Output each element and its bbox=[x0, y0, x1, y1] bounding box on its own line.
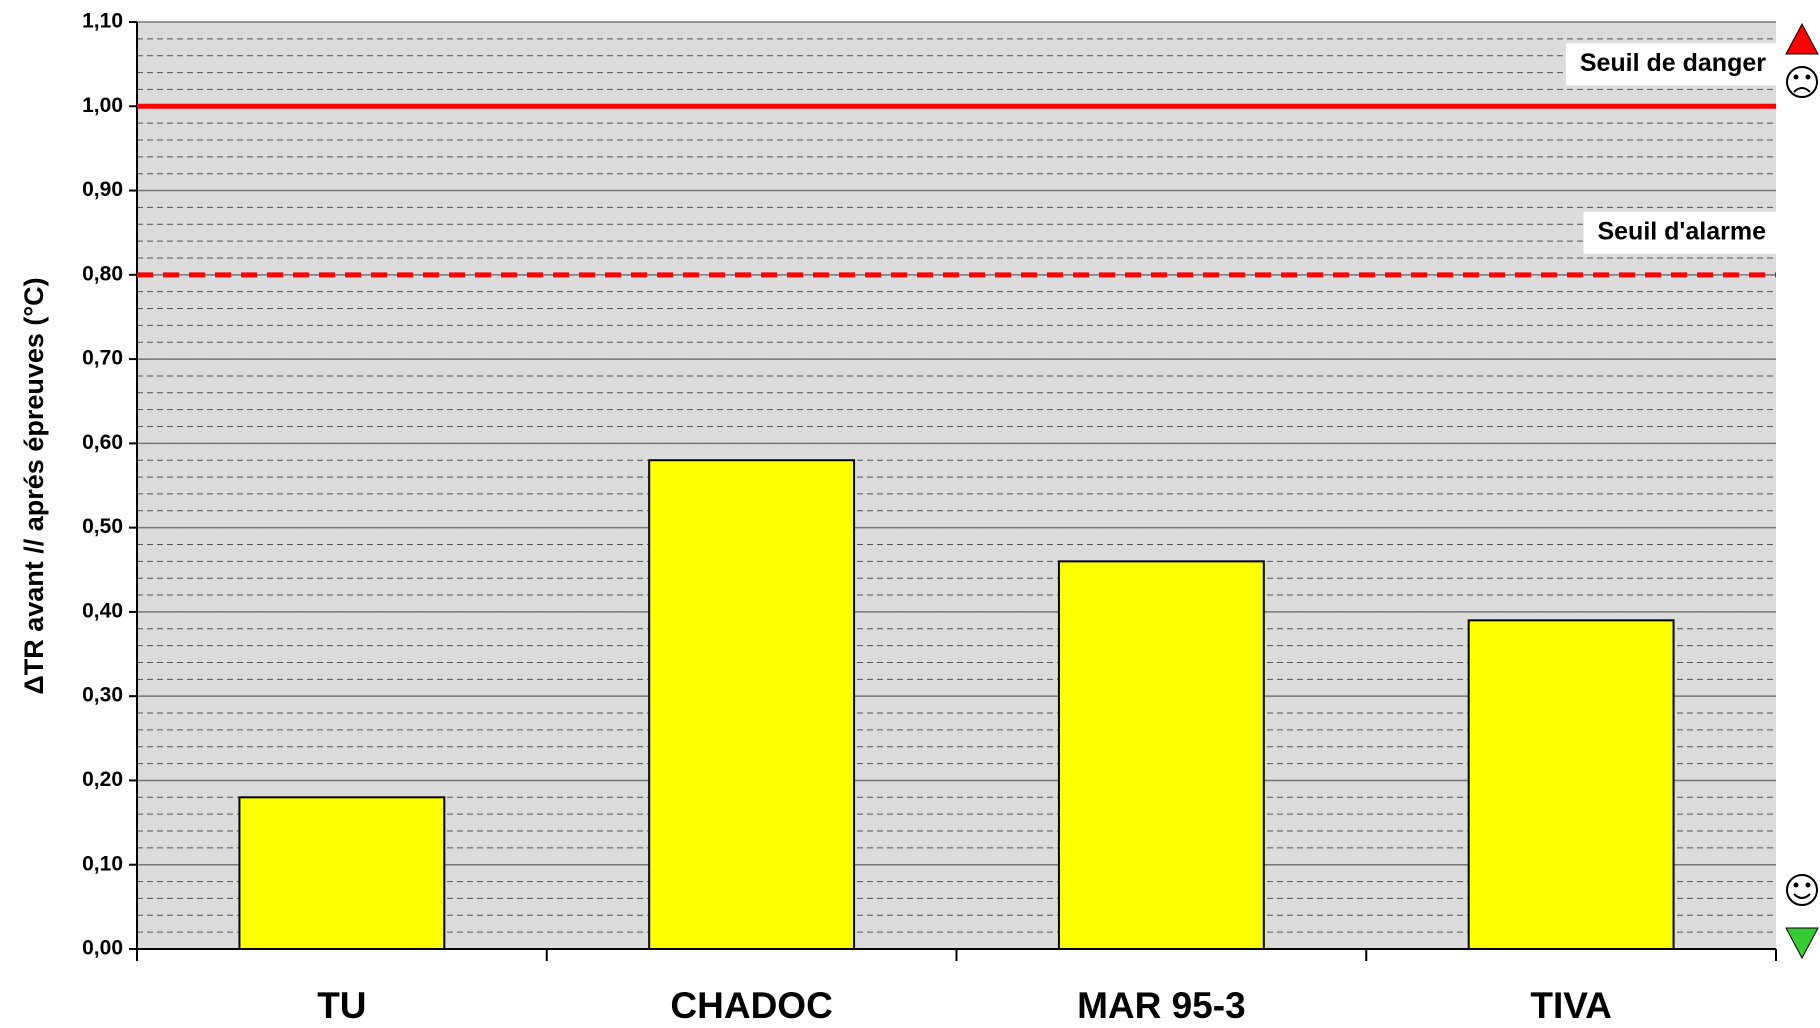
threshold-label-background bbox=[1583, 211, 1776, 254]
marks bbox=[238, 459, 1675, 950]
down-triangle-icon bbox=[1785, 927, 1819, 960]
bar bbox=[1057, 560, 1265, 950]
y-tick-label: 0,10 bbox=[82, 852, 123, 875]
x-tick-label: TU bbox=[317, 985, 366, 1026]
happy-face-icon bbox=[1786, 874, 1818, 906]
y-tick-label: 0,60 bbox=[82, 431, 123, 454]
y-tick-label: 0,40 bbox=[82, 599, 123, 622]
y-tick-label: 0,90 bbox=[82, 178, 123, 201]
y-tick-label: 0,80 bbox=[82, 262, 123, 285]
y-tick-label: 0,20 bbox=[82, 768, 123, 791]
threshold-label: Seuil d'alarme bbox=[1597, 217, 1766, 245]
y-tick-label: 1,10 bbox=[82, 10, 123, 33]
y-tick-label: 0,70 bbox=[82, 347, 123, 370]
y-tick-label: 0,00 bbox=[82, 937, 123, 960]
threshold-label: Seuil de danger bbox=[1580, 49, 1766, 77]
up-triangle-icon bbox=[1785, 22, 1819, 55]
bar bbox=[238, 796, 446, 950]
x-tick-label: CHADOC bbox=[670, 985, 832, 1026]
bar bbox=[1467, 619, 1675, 950]
threshold-label-background bbox=[1565, 43, 1776, 86]
x-tick-label: MAR 95-3 bbox=[1077, 985, 1246, 1026]
sad-face-icon bbox=[1786, 66, 1818, 98]
bar bbox=[648, 459, 856, 950]
x-tick-label: TIVA bbox=[1530, 985, 1612, 1026]
y-axis-title: ΔTR avant // aprés épreuves (°C) bbox=[19, 277, 49, 694]
y-tick-label: 0,30 bbox=[82, 684, 123, 707]
y-tick-label: 1,00 bbox=[82, 94, 123, 117]
y-tick-label: 0,50 bbox=[82, 515, 123, 538]
